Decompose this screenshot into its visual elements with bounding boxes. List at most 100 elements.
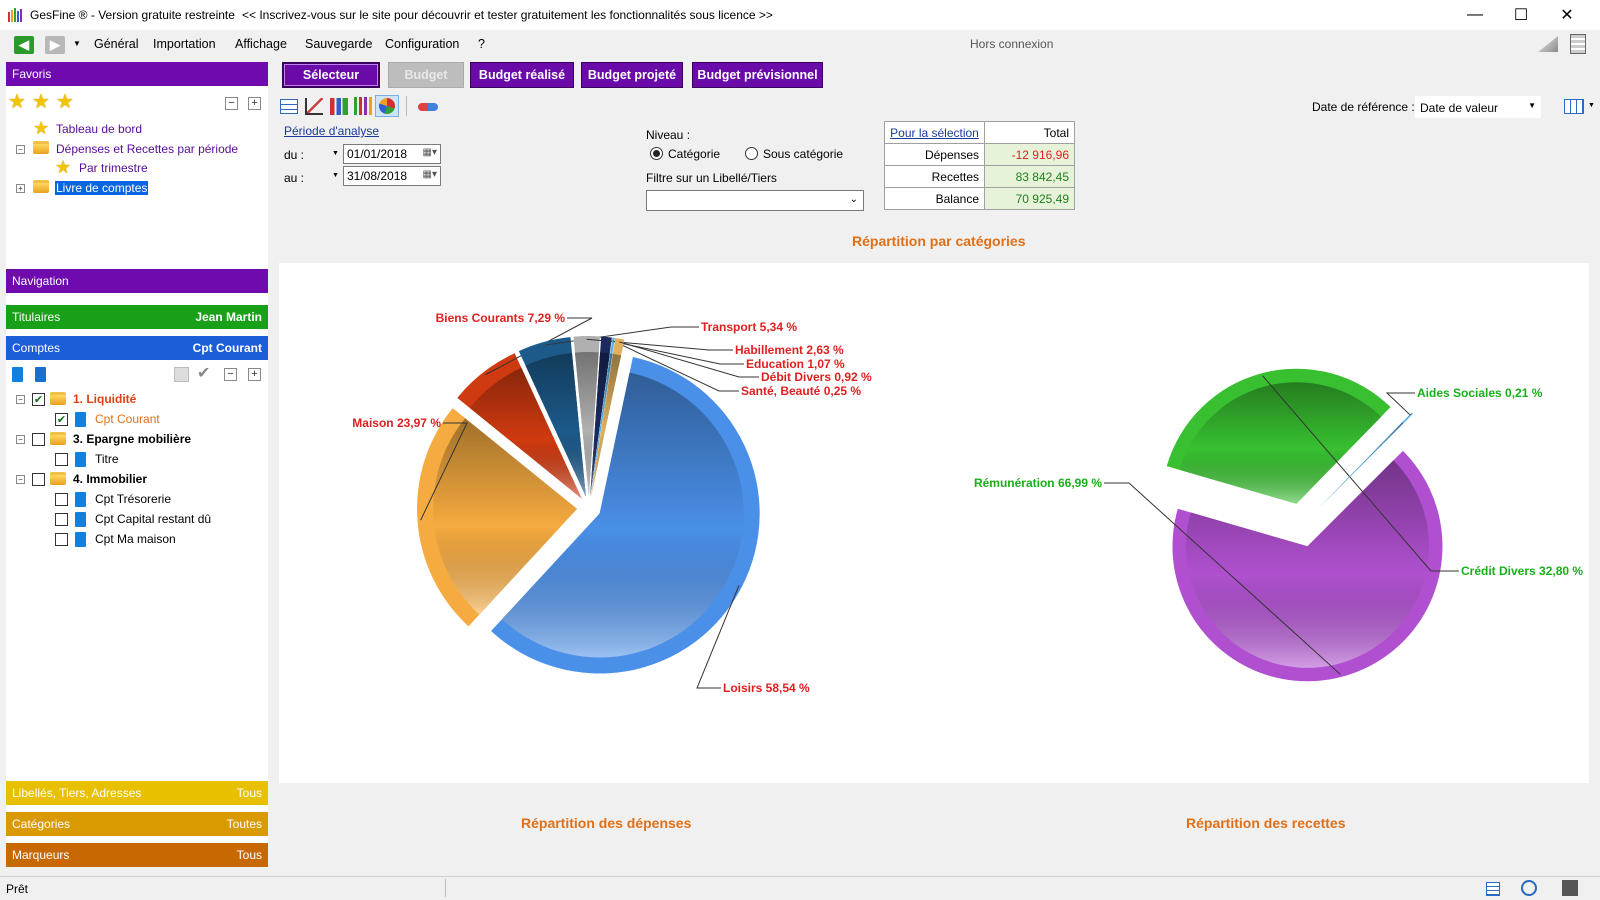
menu-configuration[interactable]: Configuration: [385, 37, 460, 51]
categories-header[interactable]: Catégories Toutes: [6, 812, 268, 836]
pie-label-sante-beaute: Santé, Beauté 0,25 %: [741, 384, 861, 398]
uncheck-all-icon[interactable]: [174, 367, 189, 382]
period-au-dropdown-icon[interactable]: ▼: [332, 172, 339, 179]
favoris-header[interactable]: Favoris: [6, 62, 268, 86]
pie-slice-sante-beaute[interactable]: [590, 337, 615, 497]
pie-slice-debit-divers[interactable]: [591, 338, 625, 497]
nav-history-dropdown-icon[interactable]: ▼: [73, 39, 81, 48]
account-checkbox[interactable]: [55, 453, 68, 466]
pie-slice-biens-courants[interactable]: [457, 353, 582, 499]
account-group-checkbox[interactable]: [32, 473, 45, 486]
favorite-item-tableau-de-bord[interactable]: Tableau de bord: [56, 122, 143, 136]
bar-chart-icon[interactable]: [330, 98, 348, 115]
account-group-epargne[interactable]: 3. Epargne mobilière: [73, 432, 192, 446]
radio-categorie-label[interactable]: Catégorie: [668, 147, 721, 161]
account-group-immobilier[interactable]: 4. Immobilier: [73, 472, 148, 486]
forward-arrow-icon[interactable]: ▶: [45, 36, 65, 54]
tree-collapse-icon[interactable]: −: [16, 395, 25, 404]
eraser-icon[interactable]: [418, 103, 438, 111]
menu-help[interactable]: ?: [478, 37, 485, 51]
back-arrow-icon[interactable]: ◀: [14, 36, 34, 54]
radio-sous-categorie-label[interactable]: Sous catégorie: [763, 147, 844, 161]
favorite-item-depenses-recettes[interactable]: Dépenses et Recettes par période: [56, 142, 239, 156]
filtre-libelle-select[interactable]: ⌄: [646, 190, 864, 211]
line-chart-icon[interactable]: [305, 98, 323, 115]
calendar-icon[interactable]: ▦▾: [422, 169, 437, 180]
periode-analyse-link[interactable]: Période d'analyse: [284, 124, 380, 138]
tree-expand-icon[interactable]: +: [16, 184, 25, 193]
pie-slice-aides-sociales[interactable]: [1317, 412, 1413, 510]
tab-budget[interactable]: Budget: [388, 62, 464, 88]
expand-all-icon[interactable]: +: [248, 368, 261, 381]
close-button[interactable]: ✕: [1560, 7, 1574, 24]
account-titre[interactable]: Titre: [95, 452, 119, 466]
edit-account-icon[interactable]: [35, 367, 46, 382]
favorite-item-livre-de-comptes[interactable]: Livre de comptes: [55, 181, 149, 195]
promo-banner[interactable]: << Inscrivez-vous sur le site pour décou…: [242, 8, 773, 22]
pie-slice-transport[interactable]: [518, 337, 586, 497]
account-checkbox[interactable]: [55, 493, 68, 506]
radio-categorie[interactable]: [650, 147, 663, 160]
marqueurs-header[interactable]: Marqueurs Tous: [6, 843, 268, 867]
pie-slice-maison[interactable]: [417, 408, 578, 627]
favorite-item-par-trimestre[interactable]: Par trimestre: [79, 161, 148, 175]
navigation-header[interactable]: Navigation: [6, 269, 268, 293]
date-du-input[interactable]: 01/01/2018 ▦▾: [343, 144, 441, 164]
account-group-checkbox[interactable]: ✔: [32, 393, 45, 406]
maximize-button[interactable]: ☐: [1513, 7, 1529, 24]
minimize-button[interactable]: —: [1467, 6, 1483, 23]
list-options-icon[interactable]: [1486, 882, 1500, 896]
summary-header-selection[interactable]: Pour la sélection: [890, 125, 979, 140]
columns-config-icon[interactable]: [1564, 99, 1584, 114]
date-reference-select[interactable]: Date de valeur ▼: [1415, 96, 1541, 118]
chevron-down-icon[interactable]: ▼: [1588, 102, 1595, 109]
tab-budget-previsionnel[interactable]: Budget prévisionnel: [692, 62, 823, 88]
menu-sauvegarde[interactable]: Sauvegarde: [305, 37, 373, 51]
check-all-icon[interactable]: ✔: [197, 365, 211, 382]
calendar-icon[interactable]: ▦▾: [422, 147, 437, 158]
menu-affichage[interactable]: Affichage: [235, 37, 287, 51]
add-account-icon[interactable]: [12, 367, 23, 382]
add-favorite-star-icon[interactable]: ★: [8, 91, 26, 113]
pie-slice-habillement[interactable]: [573, 336, 600, 497]
account-group-checkbox[interactable]: [32, 433, 45, 446]
account-cpt-capital[interactable]: Cpt Capital restant dû: [95, 512, 212, 526]
favorite-star-icon[interactable]: ★: [56, 91, 74, 113]
panel-toggle-icon[interactable]: [1562, 880, 1578, 896]
collapse-all-icon[interactable]: −: [225, 97, 238, 110]
edit-favorite-star-icon[interactable]: ★: [32, 91, 50, 113]
tab-budget-projete[interactable]: Budget projeté: [581, 62, 683, 88]
table-view-icon[interactable]: [280, 99, 298, 114]
favoris-header-label: Favoris: [12, 67, 52, 81]
account-cpt-tresorerie[interactable]: Cpt Trésorerie: [95, 492, 172, 506]
expand-all-icon[interactable]: +: [248, 97, 261, 110]
pie-chart-view-button[interactable]: [375, 95, 399, 117]
column-chart-icon[interactable]: [354, 97, 372, 115]
collapse-all-icon[interactable]: −: [224, 368, 237, 381]
calculator-icon[interactable]: [1570, 34, 1586, 54]
libelles-header[interactable]: Libellés, Tiers, Adresses Tous: [6, 781, 268, 805]
date-au-input[interactable]: 31/08/2018 ▦▾: [343, 166, 441, 186]
pie-slice-remuneration[interactable]: [1172, 450, 1443, 682]
pie-slice-credit-divers[interactable]: [1166, 368, 1391, 504]
comptes-header[interactable]: Comptes Cpt Courant: [6, 336, 268, 360]
account-checkbox[interactable]: ✔: [55, 413, 68, 426]
period-du-dropdown-icon[interactable]: ▼: [332, 150, 339, 157]
tree-collapse-icon[interactable]: −: [16, 145, 25, 154]
radio-sous-categorie[interactable]: [745, 147, 758, 160]
account-group-liquidite[interactable]: 1. Liquidité: [73, 392, 137, 406]
pie-slice-education[interactable]: [590, 336, 612, 497]
pie-slice-loisirs[interactable]: [491, 357, 760, 674]
menu-importation[interactable]: Importation: [153, 37, 216, 51]
account-checkbox[interactable]: [55, 533, 68, 546]
tree-collapse-icon[interactable]: −: [16, 435, 25, 444]
menu-general[interactable]: Général: [94, 37, 139, 51]
tab-budget-realise[interactable]: Budget réalisé: [470, 62, 574, 88]
clock-icon[interactable]: [1521, 880, 1537, 896]
titulaires-header[interactable]: Titulaires Jean Martin: [6, 305, 268, 329]
account-checkbox[interactable]: [55, 513, 68, 526]
tree-collapse-icon[interactable]: −: [16, 475, 25, 484]
account-cpt-courant[interactable]: Cpt Courant: [95, 412, 160, 426]
tab-selecteur[interactable]: Sélecteur: [282, 62, 380, 88]
account-cpt-ma-maison[interactable]: Cpt Ma maison: [95, 532, 176, 546]
